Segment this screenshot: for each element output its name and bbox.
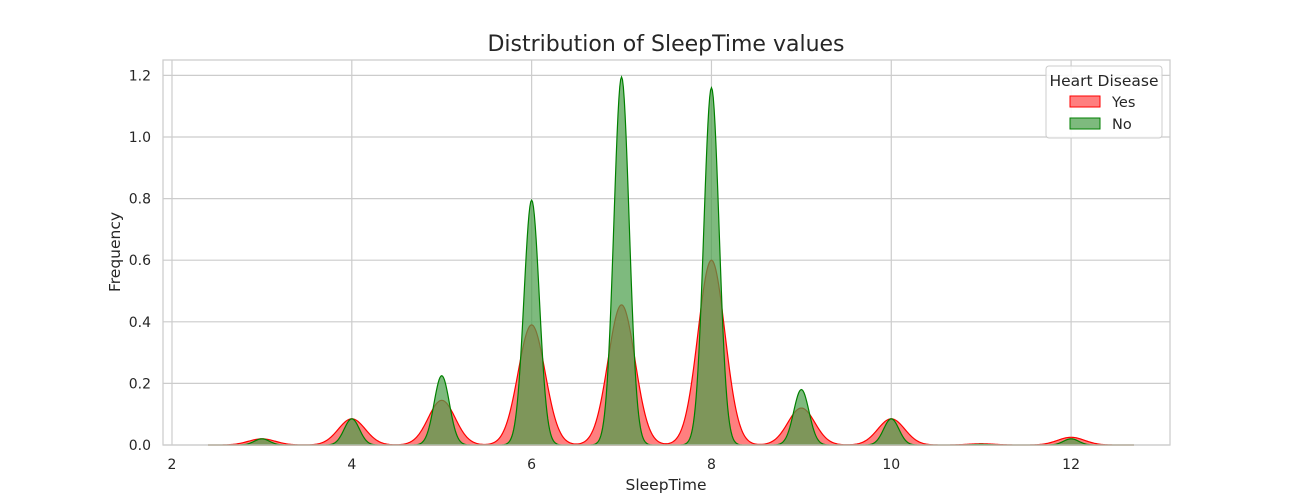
legend-title: Heart Disease bbox=[1049, 72, 1158, 90]
x-tick-label: 4 bbox=[347, 457, 356, 473]
y-tick-label: 1.2 bbox=[129, 68, 151, 84]
legend: Heart Disease Yes No bbox=[1045, 65, 1163, 139]
y-tick-label: 0.8 bbox=[129, 192, 151, 208]
y-tick-label: 0.4 bbox=[129, 315, 151, 331]
legend-label-yes: Yes bbox=[1111, 95, 1135, 111]
y-axis-label: Frequency bbox=[106, 212, 124, 292]
x-axis-ticks: 2 4 6 8 10 12 bbox=[168, 457, 1080, 473]
legend-label-no: No bbox=[1112, 117, 1132, 133]
legend-swatch-no bbox=[1069, 117, 1101, 130]
legend-swatch-yes bbox=[1069, 95, 1101, 108]
y-tick-label: 0.0 bbox=[129, 438, 151, 454]
chart-title: Distribution of SleepTime values bbox=[487, 32, 844, 57]
x-tick-label: 8 bbox=[707, 457, 716, 473]
density-area-yes bbox=[207, 259, 1135, 446]
y-axis-ticks: 0.0 0.2 0.4 0.6 0.8 1.0 1.2 bbox=[129, 68, 151, 454]
plot-frame bbox=[162, 59, 1171, 446]
x-tick-label: 6 bbox=[527, 457, 536, 473]
y-tick-label: 0.2 bbox=[129, 376, 151, 392]
x-tick-label: 12 bbox=[1062, 457, 1080, 473]
x-tick-label: 2 bbox=[168, 457, 177, 473]
x-axis-label: SleepTime bbox=[626, 476, 707, 494]
x-tick-label: 10 bbox=[882, 457, 900, 473]
y-tick-label: 0.6 bbox=[129, 253, 151, 269]
y-tick-label: 1.0 bbox=[129, 130, 151, 146]
